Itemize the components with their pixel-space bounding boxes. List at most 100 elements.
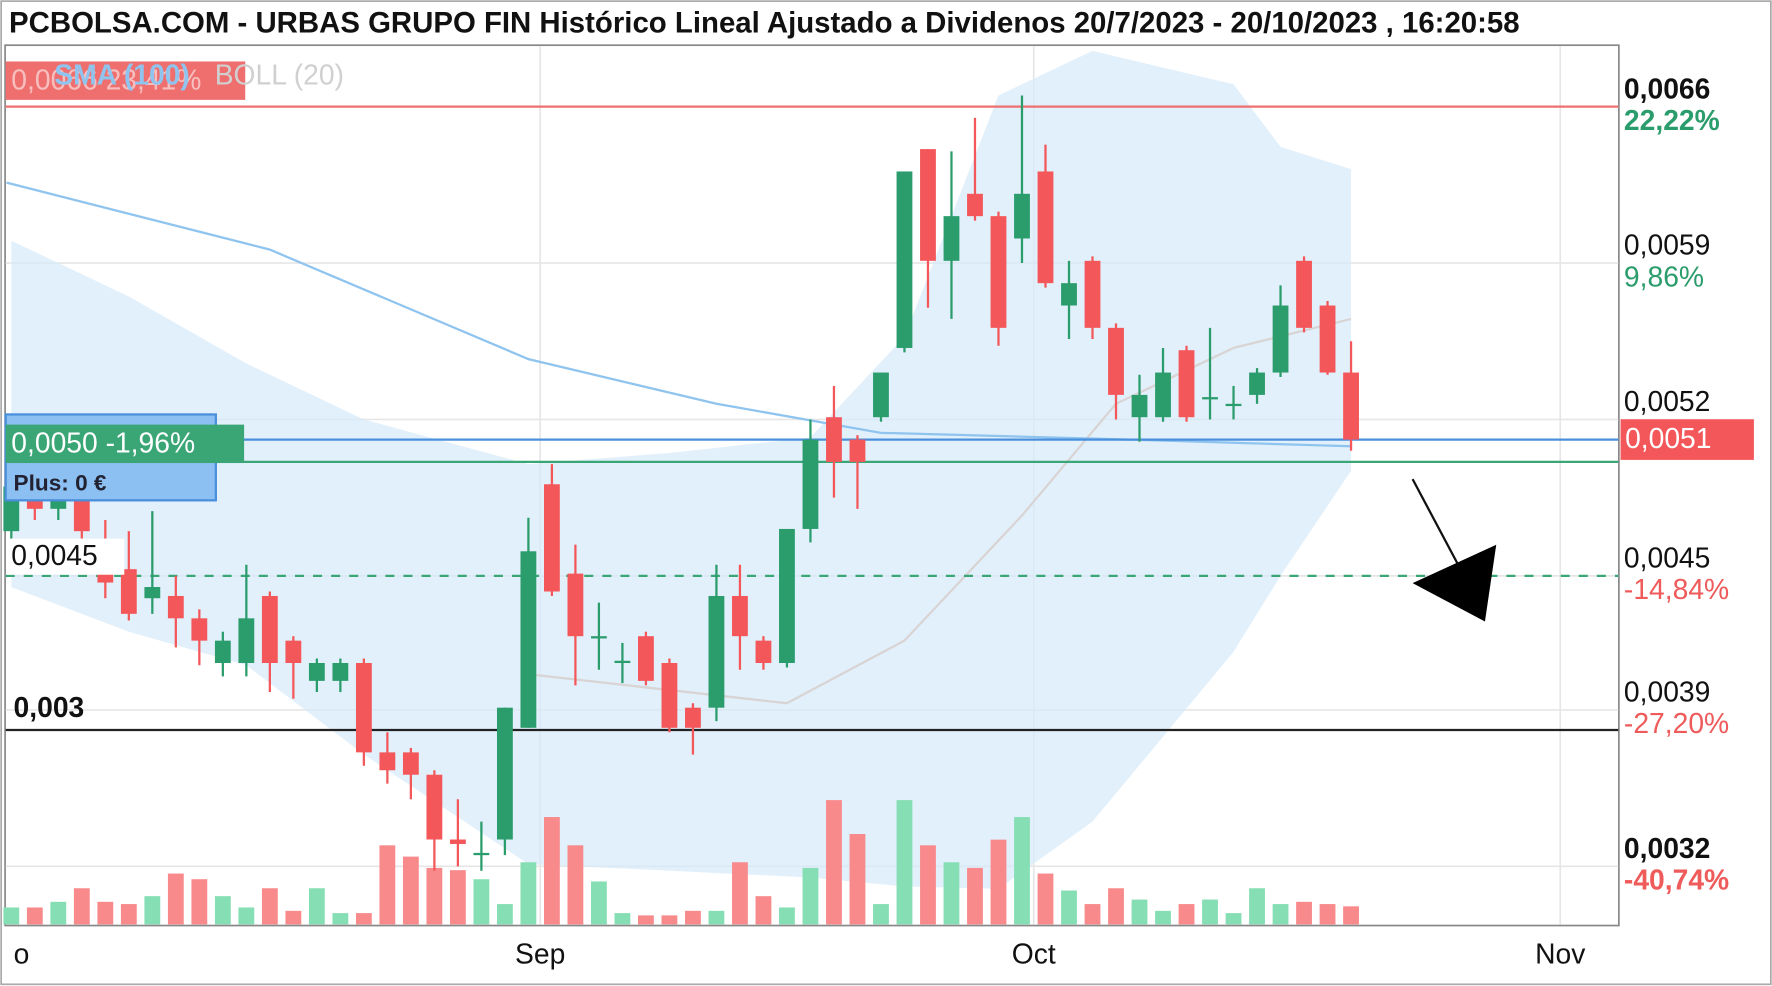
y-tick-label: 0,0059: [1624, 229, 1710, 261]
candle-body: [708, 595, 725, 708]
candle-body: [896, 171, 913, 348]
level-label: 0,0050 -1,96%: [11, 426, 195, 458]
volume-bar: [1178, 904, 1195, 925]
volume-bar: [520, 862, 537, 925]
volume-bar: [1155, 910, 1171, 925]
volume-bar: [97, 901, 114, 925]
price-box: [1620, 419, 1754, 460]
candle-body: [1014, 193, 1030, 239]
volume-bar: [567, 845, 584, 925]
candle-body: [591, 636, 607, 639]
y-tick-percent: -40,74%: [1624, 864, 1729, 896]
volume-bar: [1272, 904, 1289, 925]
candle-body: [308, 662, 325, 681]
candle-body: [449, 839, 466, 844]
volume-bar: [802, 867, 819, 925]
volume-bar: [1131, 899, 1148, 925]
candle-body: [685, 707, 701, 728]
x-tick-label: Sep: [515, 938, 565, 970]
volume-bar: [708, 910, 725, 925]
level-label: 0,0045: [11, 539, 97, 571]
volume-bar: [3, 907, 20, 925]
volume-bar: [967, 867, 983, 925]
candle-body: [849, 439, 866, 462]
volume-bar: [332, 913, 349, 925]
candle-body: [1202, 397, 1218, 400]
candle-body: [238, 618, 255, 663]
candle-body: [1061, 283, 1077, 306]
x-tick-label: o: [14, 938, 30, 970]
candle-body: [167, 595, 184, 619]
volume-bar: [1037, 873, 1054, 925]
volume-bar: [591, 881, 607, 925]
candle-body: [1225, 403, 1242, 407]
volume-bar: [496, 904, 513, 925]
volume-bar: [990, 839, 1007, 925]
y-tick-label: 0,0066: [1624, 72, 1710, 104]
level-box: [5, 61, 246, 100]
volume-bar: [379, 845, 396, 925]
volume-bar: [449, 870, 466, 925]
candle-body: [990, 216, 1007, 328]
y-tick-label: 0,0052: [1624, 385, 1710, 417]
volume-bar: [1108, 888, 1124, 925]
candle-body: [1084, 260, 1101, 328]
volume-bar: [1084, 904, 1101, 925]
y-tick-percent: -14,84%: [1624, 573, 1729, 605]
candle-body: [1108, 327, 1124, 395]
volume-bar: [473, 879, 490, 925]
y-tick-percent: 9,86%: [1624, 260, 1704, 292]
note-label: Plus: 0 €: [14, 470, 107, 495]
x-tick-label: Oct: [1012, 938, 1056, 970]
candle-body: [355, 662, 372, 753]
volume-bar: [896, 800, 913, 925]
volume-bar: [661, 915, 678, 925]
candle-body: [638, 636, 654, 681]
candle-body: [1178, 350, 1195, 418]
candle-body: [943, 216, 960, 261]
volume-bar: [144, 896, 161, 925]
legend-entry: BOLL (20): [215, 58, 344, 90]
candle-body: [261, 595, 278, 663]
candle-body: [379, 752, 396, 771]
candle-body: [614, 660, 631, 664]
volume-bar: [50, 901, 67, 925]
candle-body: [1131, 394, 1148, 418]
volume-bar: [943, 862, 960, 925]
candle-body: [873, 372, 889, 418]
volume-bar: [1202, 899, 1218, 925]
label-layer: 0,0066 0,0059 0,0052 0,0045 0,0039 0,0032 22,2…: [4, 58, 1754, 970]
volume-bar: [755, 896, 772, 925]
volume-bar: [638, 915, 654, 925]
y-tick-label: 0,0045: [1624, 542, 1710, 574]
candle-body: [567, 573, 584, 637]
candle-body: [543, 484, 560, 592]
volume-bar: [779, 907, 795, 925]
candle-body: [779, 528, 795, 663]
candle-body: [520, 551, 537, 728]
volume-bar: [1296, 901, 1312, 925]
chart-title: PCBOLSA.COM - URBAS GRUPO FIN Histórico …: [9, 7, 1520, 40]
volume-bar: [732, 862, 748, 925]
volume-bar: [308, 888, 325, 925]
candle-body: [920, 149, 936, 261]
level-label: 0,0066 23,41%: [11, 63, 201, 95]
y-tick-percent: -27,20%: [1624, 707, 1729, 739]
candle-body: [473, 852, 490, 856]
level-label: 0,003: [14, 691, 85, 723]
candle-body: [826, 417, 842, 462]
candle-body: [214, 640, 231, 663]
candle-body: [426, 774, 443, 840]
y-tick-percent: 22,22%: [1624, 104, 1720, 136]
arrow-head: [1412, 544, 1497, 622]
trend-arrow: [1411, 478, 1497, 622]
volume-bar: [685, 910, 701, 925]
candle-body: [1319, 305, 1336, 373]
volume-bar: [1061, 890, 1077, 925]
volume-bar: [426, 867, 443, 925]
volume-bar: [873, 904, 889, 925]
volume-bar: [355, 913, 372, 925]
candle-body: [191, 618, 208, 641]
volume-bar: [238, 907, 255, 925]
candle-body: [661, 662, 678, 728]
